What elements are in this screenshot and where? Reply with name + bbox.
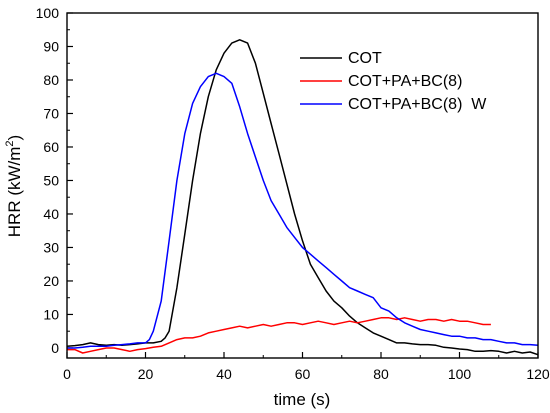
plot-frame: [66, 12, 539, 359]
y-tick-label: 70: [43, 105, 59, 121]
y-tick-label: 50: [43, 172, 59, 188]
x-tick-label: 40: [216, 366, 232, 382]
y-tick-label: 40: [43, 206, 59, 222]
axis-ticks: 0 20 40 60 80 100 120 0 10 20 30 40 50 60 70 80 90 100: [36, 5, 550, 382]
x-tick-label: 20: [138, 366, 154, 382]
legend-label-cot-pa-bc8-w: COT+PA+BC(8) W: [348, 96, 487, 113]
y-tick-label: 100: [36, 5, 60, 21]
x-tick-label: 100: [448, 366, 472, 382]
series-line-cot-pa-bc-8-w: [67, 72, 539, 349]
y-tick-label: 60: [43, 139, 59, 155]
series-line-cot: [66, 39, 539, 356]
x-tick-label: 60: [295, 366, 311, 382]
y-axis-title: HRR (kW/m2): [4, 135, 24, 237]
y-tick-label: 20: [43, 273, 59, 289]
x-tick-label: 0: [63, 366, 71, 382]
legend: COT COT+PA+BC(8) COT+PA+BC(8) W: [300, 50, 487, 113]
y-tick-label: 10: [43, 306, 59, 322]
legend-label-cot: COT: [348, 50, 382, 67]
y-tick-label: 90: [43, 38, 59, 54]
y-tick-label: 30: [43, 239, 59, 255]
x-tick-label: 80: [373, 366, 389, 382]
y-tick-label: 80: [43, 72, 59, 88]
y-tick-label: 0: [51, 340, 59, 356]
x-tick-label: 120: [526, 366, 550, 382]
series-line-cot-pa-bc-8: [67, 317, 491, 354]
series-lines: [66, 39, 539, 356]
x-axis-title: time (s): [274, 390, 331, 409]
legend-label-cot-pa-bc8: COT+PA+BC(8): [348, 73, 462, 90]
